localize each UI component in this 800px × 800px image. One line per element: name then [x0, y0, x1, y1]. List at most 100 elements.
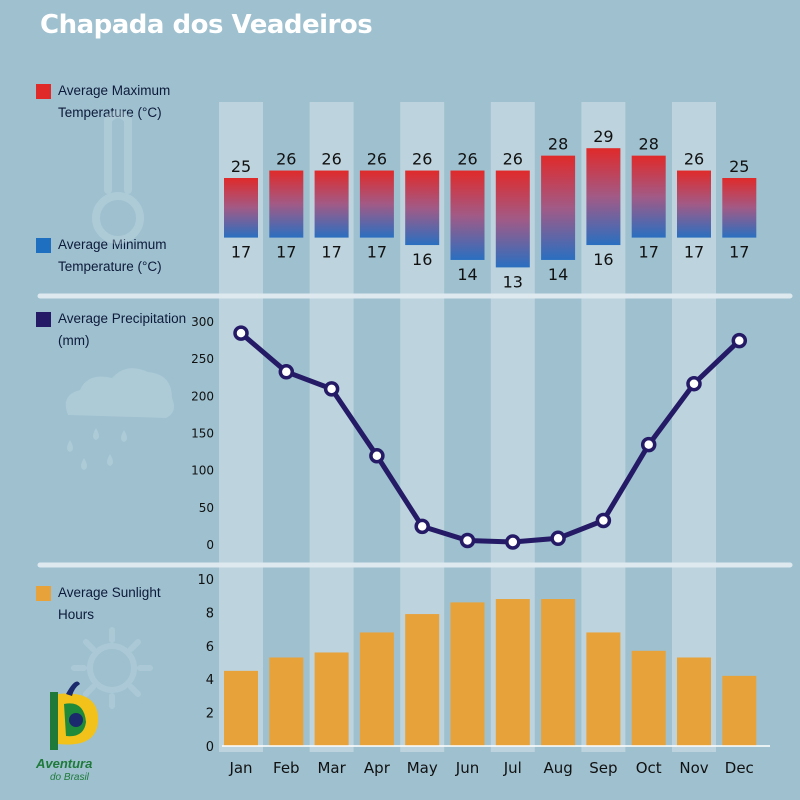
- min-temp-label: 14: [457, 265, 477, 284]
- temp-range-bar: [677, 170, 711, 238]
- sunlight-bar: [314, 652, 349, 746]
- precip-y-tick: 300: [191, 315, 214, 329]
- temp-range-bar: [269, 170, 304, 238]
- temp-range-bar: [495, 170, 530, 268]
- temperature-chart: 25 17 26 17 26 17 26 17 26 16 26 14 26 13 28 14 29 16 28 17…: [224, 127, 757, 291]
- max-temp-label: 29: [593, 127, 613, 146]
- sunlight-y-tick: 10: [197, 573, 214, 588]
- month-label: Nov: [679, 759, 708, 777]
- month-label: Oct: [636, 759, 662, 777]
- precipitation-chart: 0 50 100 150 200 250 300: [191, 315, 748, 552]
- month-label: Sep: [589, 759, 617, 777]
- precip-y-tick: 250: [191, 352, 214, 366]
- sunlight-bar: [631, 650, 666, 746]
- precip-point: [505, 534, 521, 550]
- temp-range-bar: [314, 170, 349, 238]
- min-temp-label: 16: [593, 250, 613, 269]
- month-label: Dec: [725, 759, 754, 777]
- sunlight-y-tick: 0: [206, 740, 214, 755]
- logo-text-aventura: Aventura: [36, 756, 93, 771]
- max-temp-label: 25: [231, 157, 251, 176]
- min-temp-swatch: [36, 238, 51, 253]
- temp-range-bar: [541, 155, 576, 260]
- max-temp-label: 26: [412, 150, 432, 169]
- month-label: Jul: [503, 759, 522, 777]
- max-temp-label: 26: [276, 150, 296, 169]
- month-label: May: [407, 759, 438, 777]
- sunlight-bar: [224, 670, 258, 746]
- precip-point: [369, 448, 385, 464]
- sunlight-bar: [359, 632, 394, 746]
- max-temp-label: 26: [503, 150, 523, 169]
- sunlight-y-tick: 8: [206, 606, 214, 621]
- max-temp-label: 25: [729, 157, 749, 176]
- legend-min-temp: Average Minimum Temperature (°C): [36, 234, 198, 278]
- precip-y-tick: 100: [191, 464, 214, 478]
- min-temp-label: 17: [231, 243, 251, 262]
- min-temp-label: 17: [729, 243, 749, 262]
- precip-y-tick: 50: [199, 501, 214, 515]
- precip-point: [459, 532, 476, 549]
- sunlight-bar: [450, 602, 485, 746]
- sunlight-swatch: [36, 586, 51, 601]
- sunlight-bar: [677, 657, 711, 746]
- precip-line: [239, 331, 742, 545]
- temp-range-bar: [722, 178, 757, 238]
- precip-point: [640, 436, 657, 453]
- min-temp-label: 17: [684, 243, 704, 262]
- page-title: Chapada dos Veadeiros: [40, 10, 373, 40]
- max-temp-swatch: [36, 84, 51, 99]
- temp-range-bar: [405, 170, 440, 246]
- max-temp-label: 26: [684, 150, 704, 169]
- precip-point: [731, 332, 748, 349]
- month-label: Jun: [455, 759, 479, 777]
- legend-precip-label: Average Precipitation (mm): [58, 311, 187, 348]
- temp-range-bar: [224, 178, 258, 238]
- month-label: Feb: [273, 759, 300, 777]
- min-temp-label: 17: [321, 243, 341, 262]
- max-temp-label: 28: [548, 135, 568, 154]
- precip-point: [323, 381, 340, 397]
- max-temp-label: 26: [321, 150, 341, 169]
- precip-y-tick: 200: [191, 389, 214, 403]
- precip-y-tick: 0: [206, 538, 214, 552]
- legend-sunlight-label: Average Sunlight Hours: [58, 585, 161, 622]
- max-temp-label: 26: [367, 150, 387, 169]
- sunlight-bar: [405, 614, 440, 746]
- min-temp-label: 17: [276, 243, 296, 262]
- max-temp-label: 26: [457, 150, 477, 169]
- sunlight-chart: 0 2 4 6 8 10: [197, 573, 770, 755]
- min-temp-label: 13: [503, 272, 523, 291]
- legend-max-temp-label: Average Maximum Temperature (°C): [58, 83, 171, 120]
- legend-precipitation: Average Precipitation (mm): [36, 308, 198, 352]
- month-label: Mar: [317, 759, 346, 777]
- precip-point: [414, 518, 430, 535]
- sunlight-bar: [495, 599, 530, 746]
- min-temp-label: 16: [412, 250, 432, 269]
- precip-point: [550, 530, 566, 547]
- month-label: Aug: [543, 759, 572, 777]
- sunlight-y-tick: 2: [206, 707, 214, 722]
- temp-range-bar: [631, 155, 666, 238]
- precip-point: [278, 364, 295, 380]
- month-label: Apr: [364, 759, 391, 777]
- precip-point: [595, 512, 612, 529]
- sunlight-y-tick: 6: [206, 640, 214, 655]
- min-temp-label: 17: [367, 243, 387, 262]
- precip-swatch: [36, 312, 51, 327]
- month-axis: Jan Feb Mar Apr May Jun Jul Aug Sep Oct Nov Dec: [228, 759, 753, 777]
- aventura-do-brasil-logo: [50, 681, 99, 750]
- precip-y-tick: 150: [191, 427, 214, 441]
- rain-cloud-icon: [65, 368, 174, 470]
- precip-point: [686, 375, 702, 392]
- sun-icon: [71, 627, 153, 709]
- temp-range-bar: [586, 148, 621, 246]
- min-temp-label: 17: [639, 243, 659, 262]
- month-label: Jan: [228, 759, 252, 777]
- sunlight-y-tick: 4: [206, 673, 214, 688]
- legend-min-temp-label: Average Minimum Temperature (°C): [58, 237, 167, 274]
- legend-sunlight: Average Sunlight Hours: [36, 582, 198, 626]
- sunlight-bar: [541, 599, 576, 746]
